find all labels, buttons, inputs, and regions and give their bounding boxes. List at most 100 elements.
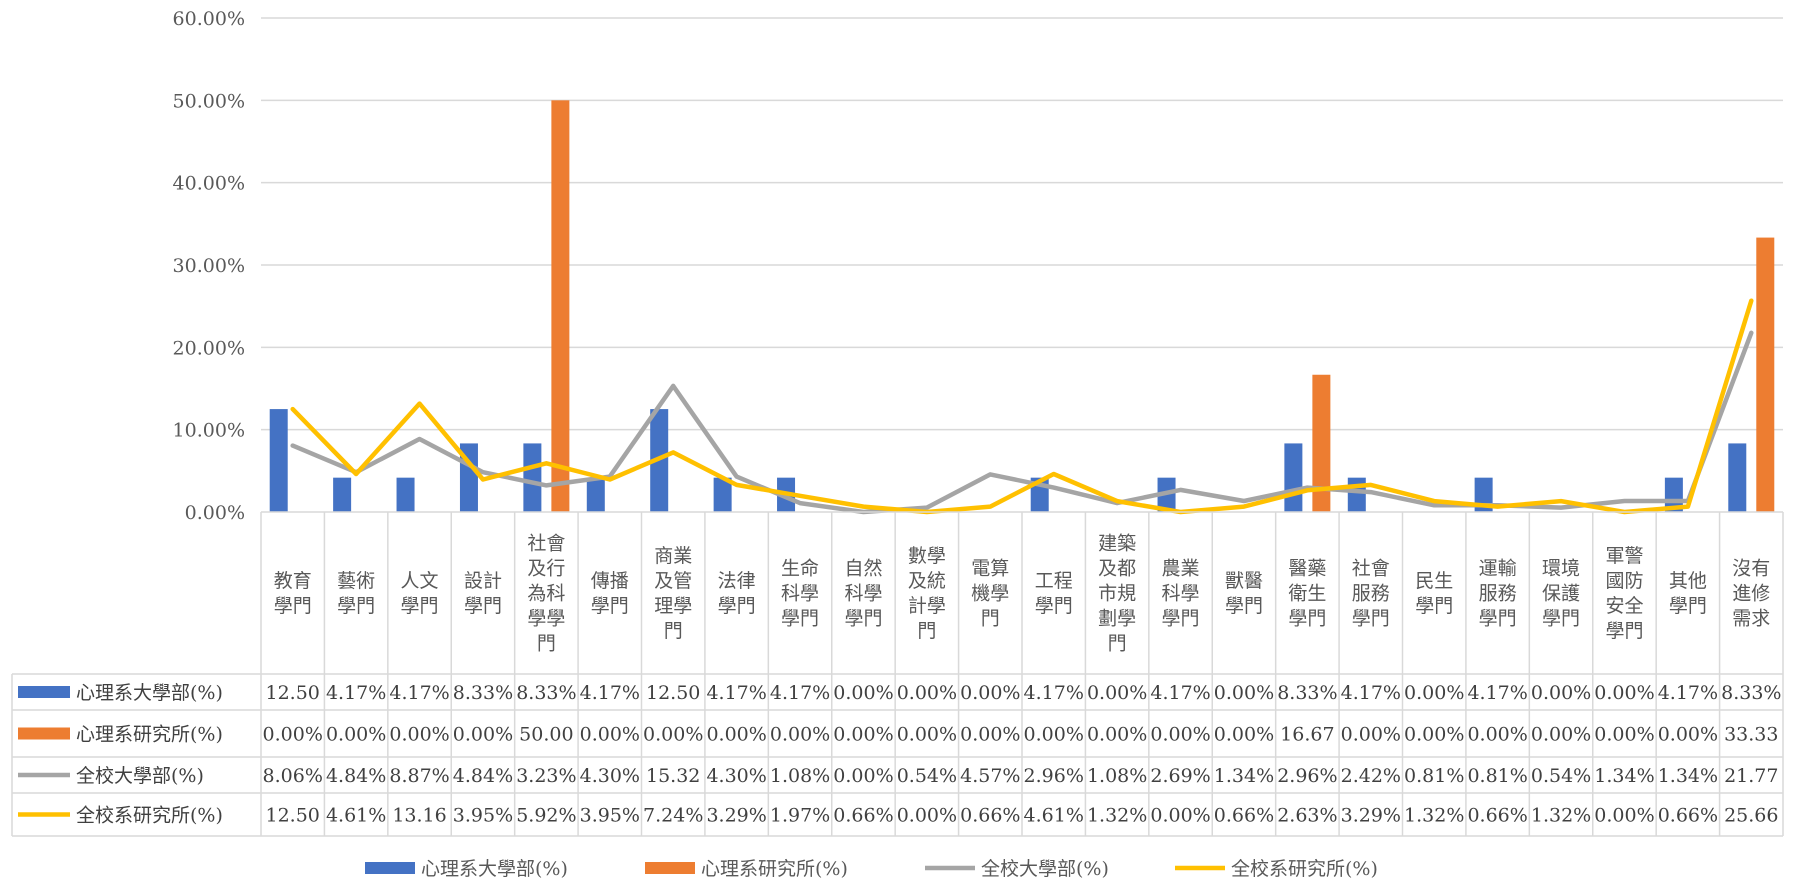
table-cell: 0.00% [833,765,893,787]
table-cell: 0.66% [960,805,1020,827]
table-cell: 25.66 [1724,805,1778,827]
y-tick-label: 10.00% [173,420,245,442]
category-label: 服務 [1352,582,1390,604]
table-cell: 0.00% [1594,682,1654,704]
bars [269,100,1775,512]
category-label: 學門 [1225,595,1263,617]
table-cell: 4.61% [1024,805,1084,827]
category-label: 學門 [274,595,312,617]
category-label: 教育 [274,570,312,592]
bar-series-1 [1284,443,1303,512]
y-tick-label: 40.00% [173,173,245,195]
bar-series-1 [1347,477,1366,512]
category-label: 學門 [1605,620,1643,642]
category-label: 學門 [718,595,756,617]
category-label: 服務 [1479,582,1517,604]
category-label: 社會 [1352,557,1390,579]
table-cell: 0.00% [1150,805,1210,827]
category-label: 農業 [1162,557,1200,579]
category-label: 醫藥 [1288,557,1326,579]
category-label: 學門 [591,595,629,617]
category-label: 學門 [844,607,882,629]
bar-series-1 [586,477,605,512]
table-cell: 0.00% [833,682,893,704]
table-cell: 0.00% [643,724,703,746]
table-cell: 1.08% [770,765,830,787]
y-axis: 0.00% 10.00% 20.00% 30.00% 40.00% 50.00% 60.00… [173,8,245,524]
y-tick-label: 30.00% [173,255,245,277]
table-cell: 8.33% [1277,682,1337,704]
category-label: 需求 [1732,607,1770,629]
table-cell: 0.00% [833,724,893,746]
category-label: 傳播 [591,570,629,592]
category-label: 學門 [1542,607,1580,629]
table-cell: 0.00% [1150,724,1210,746]
bar-series-1 [333,477,352,512]
category-label: 沒有 [1732,557,1770,579]
table-cell: 12.50 [266,682,320,704]
category-label: 學門 [1352,607,1390,629]
table-cell: 0.00% [1214,682,1274,704]
row-label: 全校系研究所(%) [76,805,223,827]
category-label: 計學 [908,595,946,617]
table-cell: 0.00% [1658,724,1718,746]
y-tick-label: 20.00% [173,337,245,359]
table-cell: 0.00% [1467,724,1527,746]
table-cell: 0.66% [1658,805,1718,827]
category-label: 為科 [527,582,565,604]
table-cell: 0.00% [453,724,513,746]
legend-swatch [365,862,415,874]
table-cell: 4.17% [1024,682,1084,704]
category-label: 學門 [1162,607,1200,629]
table-cell: 8.87% [389,765,449,787]
bar-series-2 [551,100,570,512]
category-label: 安全 [1605,595,1643,617]
table-cell: 15.32 [646,765,700,787]
bar-series-2 [1756,237,1775,512]
table-cell: 1.32% [1531,805,1591,827]
table-cell: 0.00% [1087,682,1147,704]
row-key-swatch [18,727,70,740]
table-cell: 2.63% [1277,805,1337,827]
table-cell: 4.17% [1658,682,1718,704]
table-cell: 0.66% [1214,805,1274,827]
table-cell: 4.30% [706,765,766,787]
category-label: 自然 [844,557,882,579]
category-label: 科學 [781,582,819,604]
table-cell: 3.29% [706,805,766,827]
category-label: 保護 [1542,582,1580,604]
table-cell: 3.23% [516,765,576,787]
table-cell: 4.61% [326,805,386,827]
row-label: 心理系大學部(%) [76,682,223,704]
category-label: 其他 [1669,570,1707,592]
table-cell: 21.77 [1724,765,1778,787]
category-label: 機學 [971,582,1009,604]
table-cell: 4.17% [770,682,830,704]
category-label: 學門 [1669,595,1707,617]
category-label: 運輸 [1479,557,1517,579]
table-cell: 0.00% [1024,724,1084,746]
bar-series-1 [523,443,542,512]
table-cell: 0.00% [897,724,957,746]
legend-swatch [645,862,695,874]
category-label: 門 [1108,632,1127,654]
category-label: 及管 [654,570,692,592]
bar-series-1 [269,409,288,512]
table-cell: 3.95% [580,805,640,827]
category-label: 法律 [718,570,756,592]
category-label: 科學 [1162,582,1200,604]
table-cell: 4.17% [1341,682,1401,704]
category-label: 國防 [1605,570,1643,592]
table-cell: 1.34% [1594,765,1654,787]
table-cell: 4.17% [580,682,640,704]
bar-series-2 [1312,374,1331,512]
table-cell: 0.00% [1594,805,1654,827]
table-cell: 0.00% [770,724,830,746]
table-cell: 4.30% [580,765,640,787]
bar-series-1 [1664,477,1683,512]
category-label: 學門 [464,595,502,617]
table-cell: 2.96% [1024,765,1084,787]
table-cell: 0.00% [1531,682,1591,704]
category-label: 學學 [527,607,565,629]
legend-label: 心理系研究所(%) [701,858,848,880]
